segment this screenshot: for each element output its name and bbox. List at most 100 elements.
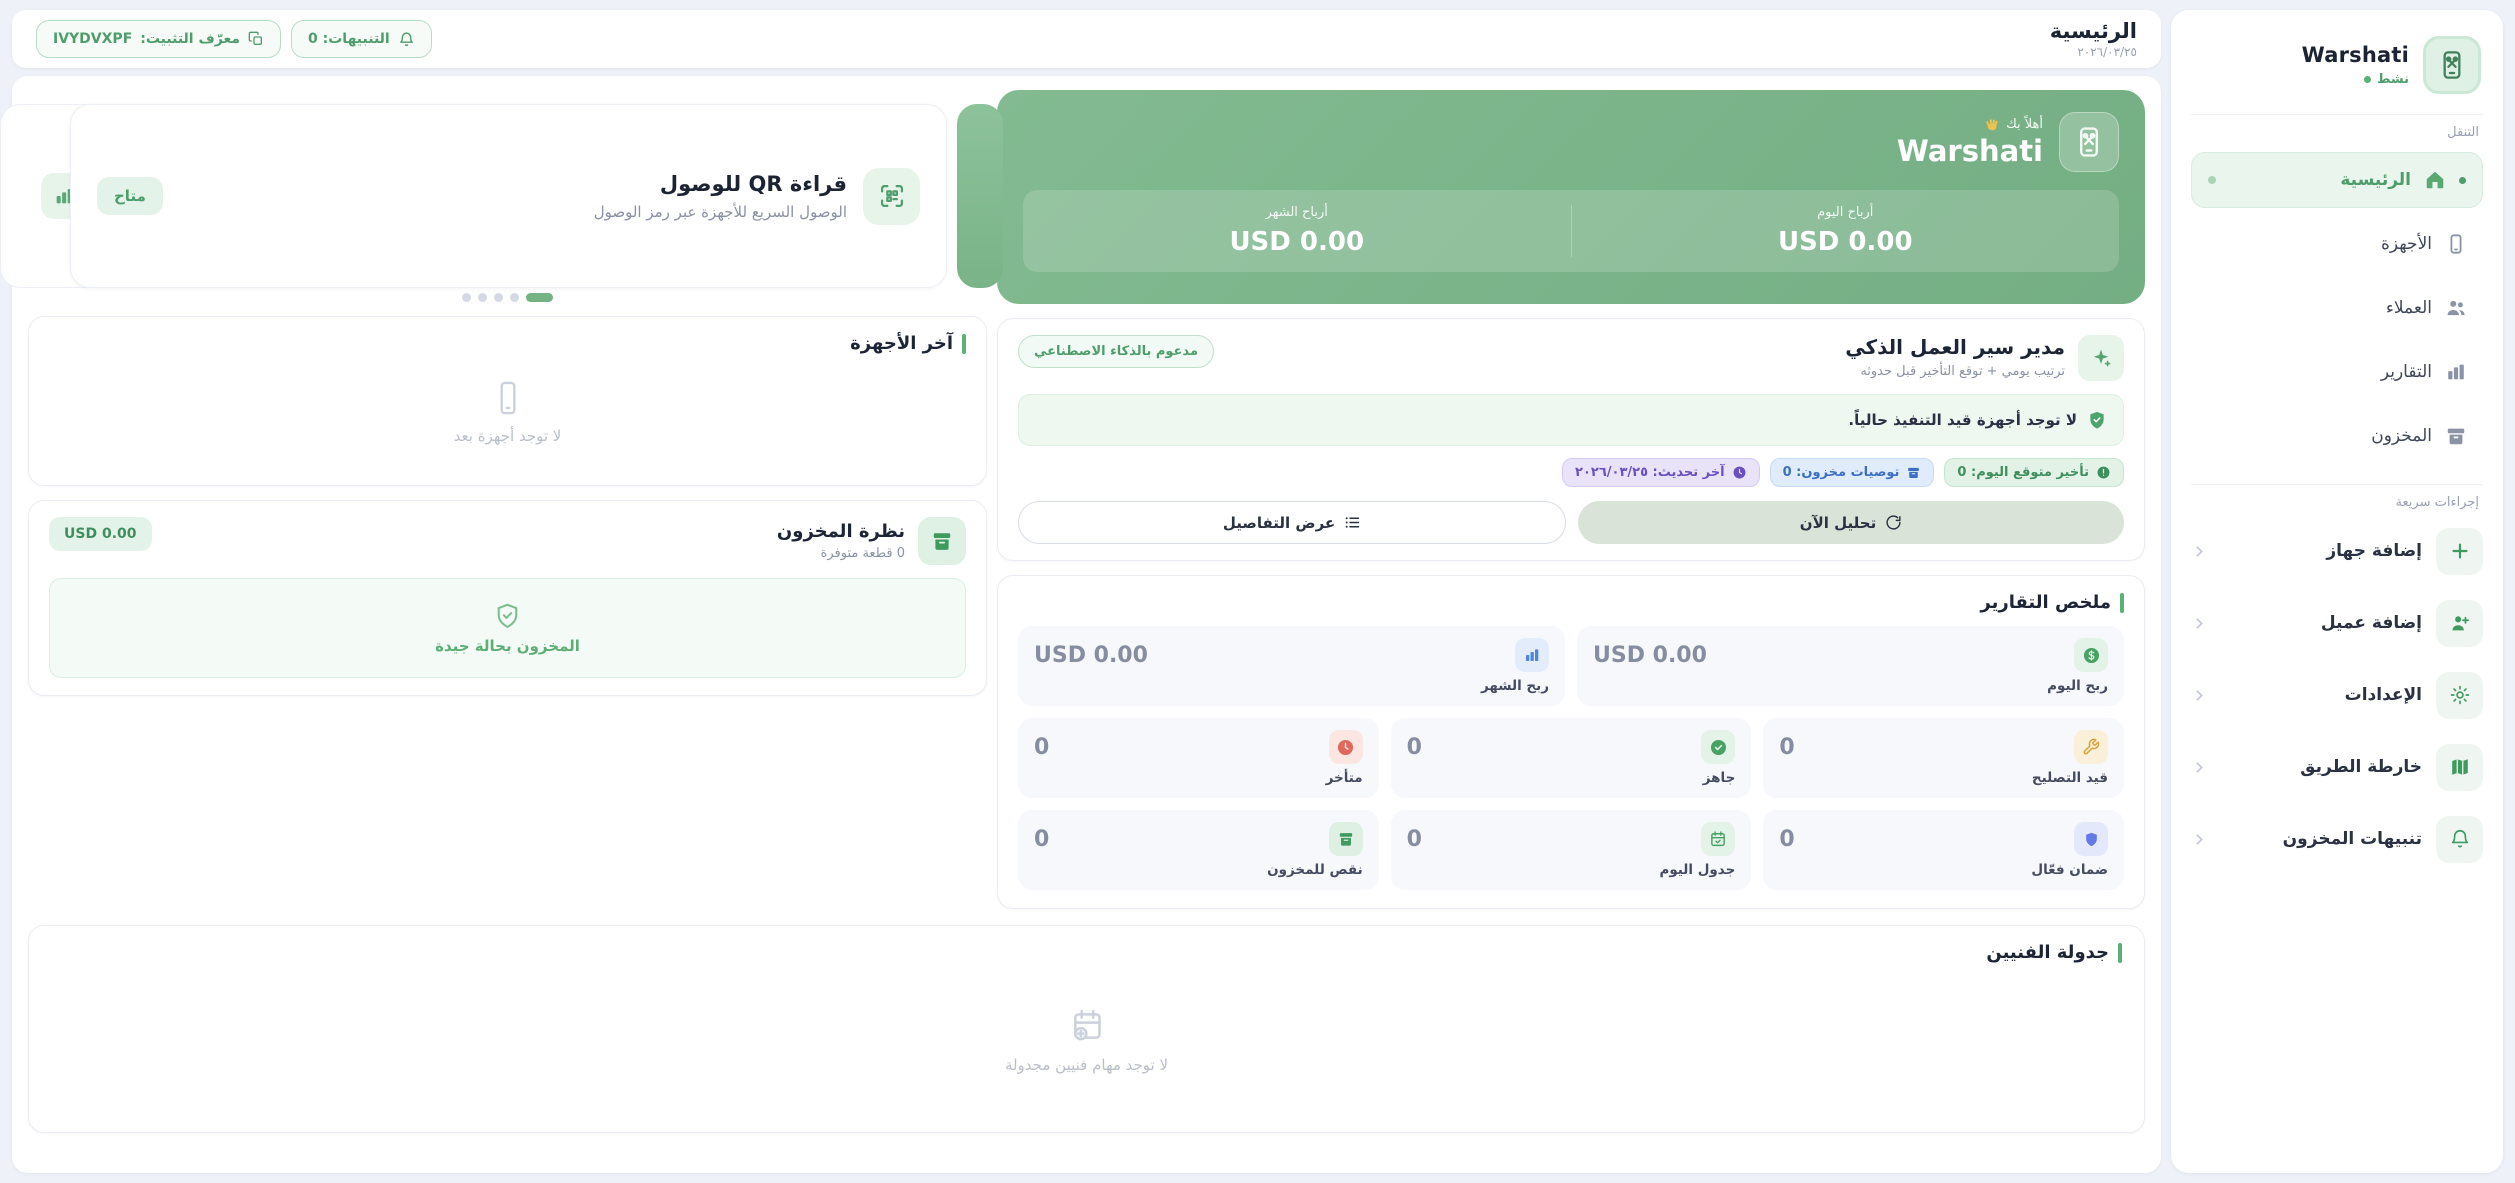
stat-value: 0 — [1779, 734, 1795, 760]
profit-today-label: أرباح اليوم — [1817, 205, 1874, 220]
clock-icon — [1733, 466, 1746, 479]
shield-check-icon — [2087, 410, 2107, 430]
last-update-badge: آخر تحديث: ٢٠٢٦/٠٣/٢٥ — [1562, 458, 1760, 487]
carousel-dot[interactable] — [478, 293, 487, 302]
carousel-dot[interactable] — [494, 293, 503, 302]
smartphone-icon — [499, 381, 516, 414]
app-name: Warshati — [2301, 43, 2409, 67]
calendar-plus-icon — [1073, 1009, 1101, 1040]
qr-card-text: قراءة QR للوصول الوصول السريع للأجهزة عب… — [594, 172, 847, 221]
sidebar-item-clients[interactable]: العملاء — [2191, 280, 2483, 336]
plus-icon — [2436, 527, 2483, 575]
sidebar-item-label: العملاء — [2385, 298, 2432, 318]
quick-action-label: الإعدادات — [2344, 685, 2422, 705]
stat-card-active-warranty: 0 ضمان فعّال — [1763, 810, 2124, 890]
stock-recommendations-badge: توصيات مخزون: 0 — [1769, 458, 1935, 487]
sidebar-header-text: Warshati نشط — [2302, 43, 2409, 87]
dollar-circle-icon — [2074, 638, 2108, 672]
header-badges: التنبيهات: 0 معرّف التثبيت: IVYDVXPF — [36, 20, 432, 58]
content-panel: أهلاً بك Warshati أرباح اليوم USD 0.00 — [0, 76, 2161, 1173]
carousel-dot[interactable] — [462, 293, 471, 302]
reports-title: ملخص التقارير — [1980, 592, 2111, 613]
stat-value: USD 0.00 — [1593, 642, 1707, 668]
bell-icon — [399, 31, 413, 46]
stat-label: نقص للمخزون — [1267, 862, 1363, 878]
stat-card-late: 0 متأخر — [1018, 718, 1379, 798]
inventory-title: نظرة المخزون — [776, 521, 905, 542]
list-icon — [1345, 517, 1360, 528]
page-date: ٢٠٢٦/٠٣/٢٥ — [2077, 45, 2137, 59]
stat-label: جاهز — [1702, 770, 1736, 786]
stat-card-in-repair: 0 قيد التصليح — [1763, 718, 2124, 798]
content-columns: أهلاً بك Warshati أرباح اليوم USD 0.00 — [0, 90, 2145, 909]
qr-access-card[interactable]: قراءة QR للوصول الوصول السريع للأجهزة عب… — [70, 104, 947, 288]
chevron-icon — [2191, 759, 2208, 776]
stat-value: 0 — [1779, 826, 1795, 852]
quick-action-settings[interactable]: الإعدادات — [2191, 666, 2483, 724]
quick-action-add-client[interactable]: إضافة عميل — [2191, 594, 2483, 652]
notifications-badge[interactable]: التنبيهات: 0 — [291, 20, 432, 58]
technicians-title: جدولة الفنيين — [1986, 942, 2109, 963]
status-dot — [2363, 76, 2371, 83]
profit-panel: أرباح اليوم USD 0.00 أرباح الشهر USD 0.0… — [1023, 190, 2119, 272]
quick-action-roadmap[interactable]: خارطة الطريق — [2191, 738, 2483, 796]
bell-icon — [2436, 815, 2483, 863]
devices-empty-state: لا توجد أجهزة بعد — [49, 354, 966, 469]
stat-value: 0 — [1034, 826, 1050, 852]
page-title: الرئيسية — [2049, 19, 2137, 43]
welcome-logo — [2059, 112, 2119, 172]
carousel-dot-active[interactable] — [526, 293, 553, 302]
users-icon — [2445, 297, 2467, 319]
stat-value: 0 — [1406, 734, 1422, 760]
install-id-label: معرّف التثبيت: — [140, 31, 241, 47]
main-area: الرئيسية ٢٠٢٦/٠٣/٢٥ التنبيهات: 0 معرّف ا… — [0, 10, 2161, 1173]
technicians-schedule-card: جدولة الفنيين لا توجد مهام فنيين مجدولة — [28, 925, 2145, 1133]
active-dot — [2459, 176, 2466, 184]
sidebar-item-inventory[interactable]: المخزون — [2191, 408, 2483, 464]
ai-workflow-card: مدير سير العمل الذكي ترتيب يومي + توقع ا… — [997, 318, 2145, 561]
profit-today: أرباح اليوم USD 0.00 — [1572, 205, 2120, 257]
view-details-button[interactable]: عرض التفاصيل — [1018, 501, 1566, 544]
sidebar-item-reports[interactable]: التقارير — [2191, 344, 2483, 400]
sidebar-header: Warshati نشط — [2191, 34, 2483, 94]
stat-card-ready: 0 جاهز — [1390, 718, 1752, 798]
ai-card-header: مدير سير العمل الذكي ترتيب يومي + توقع ا… — [1018, 335, 2124, 381]
quick-action-stock-alerts[interactable]: تنبيهات المخزون — [2191, 810, 2483, 868]
sidebar: Warshati نشط التنقل الرئيسية الأجهزة — [2171, 10, 2503, 1173]
sidebar-item-label: الرئيسية — [2340, 170, 2411, 190]
welcome-greeting: أهلاً بك — [1897, 116, 2043, 132]
chevron-icon — [2191, 543, 2208, 560]
install-id-badge[interactable]: معرّف التثبيت: IVYDVXPF — [36, 20, 282, 58]
sparkles-icon — [2078, 335, 2124, 381]
accent-bar — [962, 333, 966, 354]
technicians-title-row: جدولة الفنيين — [51, 942, 2122, 963]
bar-chart-icon — [1515, 638, 1549, 672]
reports-summary-card: ملخص التقارير USD 0.00 ربح اليو — [997, 575, 2145, 909]
carousel-next-card[interactable] — [957, 104, 1003, 288]
quick-action-add-device[interactable]: إضافة جهاز — [2191, 522, 2483, 580]
qr-scan-icon — [863, 167, 920, 225]
stat-label: ربح اليوم — [2047, 678, 2108, 694]
quick-action-label: تنبيهات المخزون — [2282, 829, 2422, 849]
inventory-header: نظرة المخزون 0 قطعة متوفرة USD 0.00 — [49, 517, 966, 565]
carousel-dot[interactable] — [510, 293, 519, 302]
expected-delay-badge: تأخير متوقع اليوم: 0 — [1944, 458, 2124, 487]
smartphone-icon — [2445, 233, 2467, 255]
profit-month-label: أرباح الشهر — [1265, 205, 1328, 220]
user-plus-icon — [2436, 599, 2483, 647]
alert-circle-icon — [2097, 466, 2110, 479]
qr-card-title: قراءة QR للوصول — [659, 171, 847, 196]
ai-title: مدير سير العمل الذكي — [1845, 335, 2065, 359]
ai-status-box: لا توجد أجهزة قيد التنفيذ حالياً. — [1018, 394, 2124, 446]
inventory-titles: نظرة المخزون 0 قطعة متوفرة — [777, 521, 905, 561]
profit-today-value: USD 0.00 — [1777, 227, 1913, 257]
analyze-now-button[interactable]: تحليل الآن — [1578, 501, 2124, 544]
page-heading: الرئيسية ٢٠٢٦/٠٣/٢٥ — [2050, 19, 2137, 59]
qr-card-content: قراءة QR للوصول الوصول السريع للأجهزة عب… — [594, 167, 920, 225]
archive-icon — [2445, 425, 2467, 447]
sidebar-item-devices[interactable]: الأجهزة — [2191, 216, 2483, 272]
sidebar-item-home[interactable]: الرئيسية — [2191, 152, 2483, 208]
reports-row-2: 0 قيد التصليح 0 — [1018, 718, 2124, 798]
greeting-text: أهلاً بك — [2006, 116, 2043, 132]
